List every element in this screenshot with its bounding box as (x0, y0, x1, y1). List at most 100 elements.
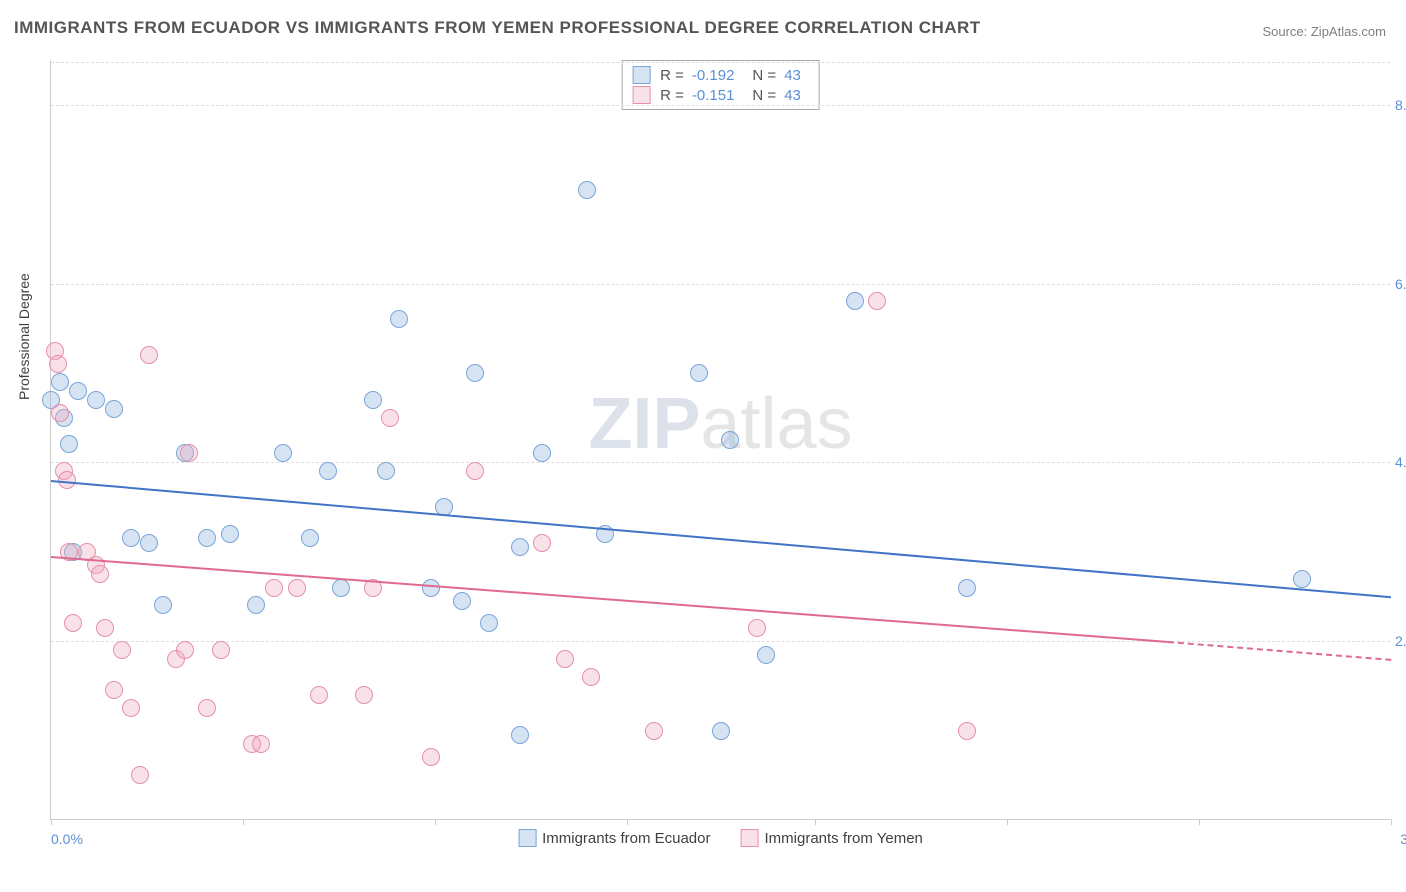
swatch-series-2 (632, 86, 650, 104)
data-point (319, 462, 337, 480)
watermark: ZIPatlas (588, 383, 852, 465)
gridline (51, 105, 1390, 106)
n-label-2: N = (752, 87, 776, 104)
data-point (757, 646, 775, 664)
data-point (582, 668, 600, 686)
data-point (69, 382, 87, 400)
data-point (748, 619, 766, 637)
n-label-1: N = (752, 67, 776, 84)
r-value-1: -0.192 (692, 67, 735, 84)
data-point (868, 292, 886, 310)
x-axis-max-label: 30.0% (1400, 831, 1406, 847)
data-point (49, 355, 67, 373)
ytick-label: 6.0% (1395, 276, 1406, 292)
xtick (243, 819, 244, 825)
data-point (332, 579, 350, 597)
source-link[interactable]: ZipAtlas.com (1311, 24, 1386, 39)
data-point (131, 766, 149, 784)
data-point (154, 596, 172, 614)
ytick-label: 2.0% (1395, 633, 1406, 649)
source-prefix: Source: (1262, 24, 1310, 39)
data-point (64, 614, 82, 632)
data-point (301, 529, 319, 547)
chart-title: IMMIGRANTS FROM ECUADOR VS IMMIGRANTS FR… (14, 18, 981, 38)
data-point (310, 686, 328, 704)
r-label-1: R = (660, 67, 684, 84)
data-point (198, 529, 216, 547)
data-point (958, 579, 976, 597)
xtick (815, 819, 816, 825)
legend-bottom: Immigrants from Ecuador Immigrants from … (518, 829, 923, 847)
data-point (105, 400, 123, 418)
data-point (51, 373, 69, 391)
gridline (51, 284, 1390, 285)
xtick (51, 819, 52, 825)
legend-stats-row-1: R = -0.192 N = 43 (632, 65, 809, 85)
trendline (51, 556, 1168, 643)
x-axis-min-label: 0.0% (51, 831, 83, 847)
data-point (556, 650, 574, 668)
data-point (480, 614, 498, 632)
source-attribution: Source: ZipAtlas.com (1262, 24, 1386, 39)
data-point (712, 722, 730, 740)
xtick (1391, 819, 1392, 825)
swatch-series-1 (632, 66, 650, 84)
xtick (435, 819, 436, 825)
data-point (721, 431, 739, 449)
legend-label-1: Immigrants from Ecuador (542, 830, 710, 847)
data-point (381, 409, 399, 427)
data-point (288, 579, 306, 597)
ytick-label: 8.0% (1395, 97, 1406, 113)
legend-stats-row-2: R = -0.151 N = 43 (632, 85, 809, 105)
data-point (511, 538, 529, 556)
data-point (221, 525, 239, 543)
xtick (627, 819, 628, 825)
data-point (578, 181, 596, 199)
data-point (105, 681, 123, 699)
legend-label-2: Immigrants from Yemen (764, 830, 922, 847)
xtick (1199, 819, 1200, 825)
n-value-1: 43 (784, 67, 801, 84)
n-value-2: 43 (784, 87, 801, 104)
data-point (91, 565, 109, 583)
data-point (113, 641, 131, 659)
gridline (51, 462, 1390, 463)
watermark-zip: ZIP (588, 384, 700, 464)
data-point (212, 641, 230, 659)
data-point (846, 292, 864, 310)
trendline (1168, 641, 1391, 661)
data-point (453, 592, 471, 610)
data-point (958, 722, 976, 740)
gridline (51, 62, 1390, 63)
legend-stats-box: R = -0.192 N = 43 R = -0.151 N = 43 (621, 60, 820, 110)
data-point (51, 404, 69, 422)
data-point (690, 364, 708, 382)
data-point (60, 435, 78, 453)
legend-item-2: Immigrants from Yemen (740, 829, 922, 847)
r-label-2: R = (660, 87, 684, 104)
data-point (390, 310, 408, 328)
data-point (274, 444, 292, 462)
data-point (422, 748, 440, 766)
data-point (466, 462, 484, 480)
data-point (533, 444, 551, 462)
data-point (247, 596, 265, 614)
data-point (364, 391, 382, 409)
data-point (377, 462, 395, 480)
data-point (355, 686, 373, 704)
legend-item-1: Immigrants from Ecuador (518, 829, 710, 847)
data-point (87, 391, 105, 409)
data-point (511, 726, 529, 744)
data-point (252, 735, 270, 753)
data-point (1293, 570, 1311, 588)
trendline (51, 480, 1391, 598)
plot-area: ZIPatlas R = -0.192 N = 43 R = -0.151 N … (50, 60, 1390, 820)
ytick-label: 4.0% (1395, 454, 1406, 470)
data-point (140, 346, 158, 364)
data-point (140, 534, 158, 552)
data-point (533, 534, 551, 552)
data-point (96, 619, 114, 637)
data-point (645, 722, 663, 740)
data-point (198, 699, 216, 717)
swatch-bottom-1 (518, 829, 536, 847)
